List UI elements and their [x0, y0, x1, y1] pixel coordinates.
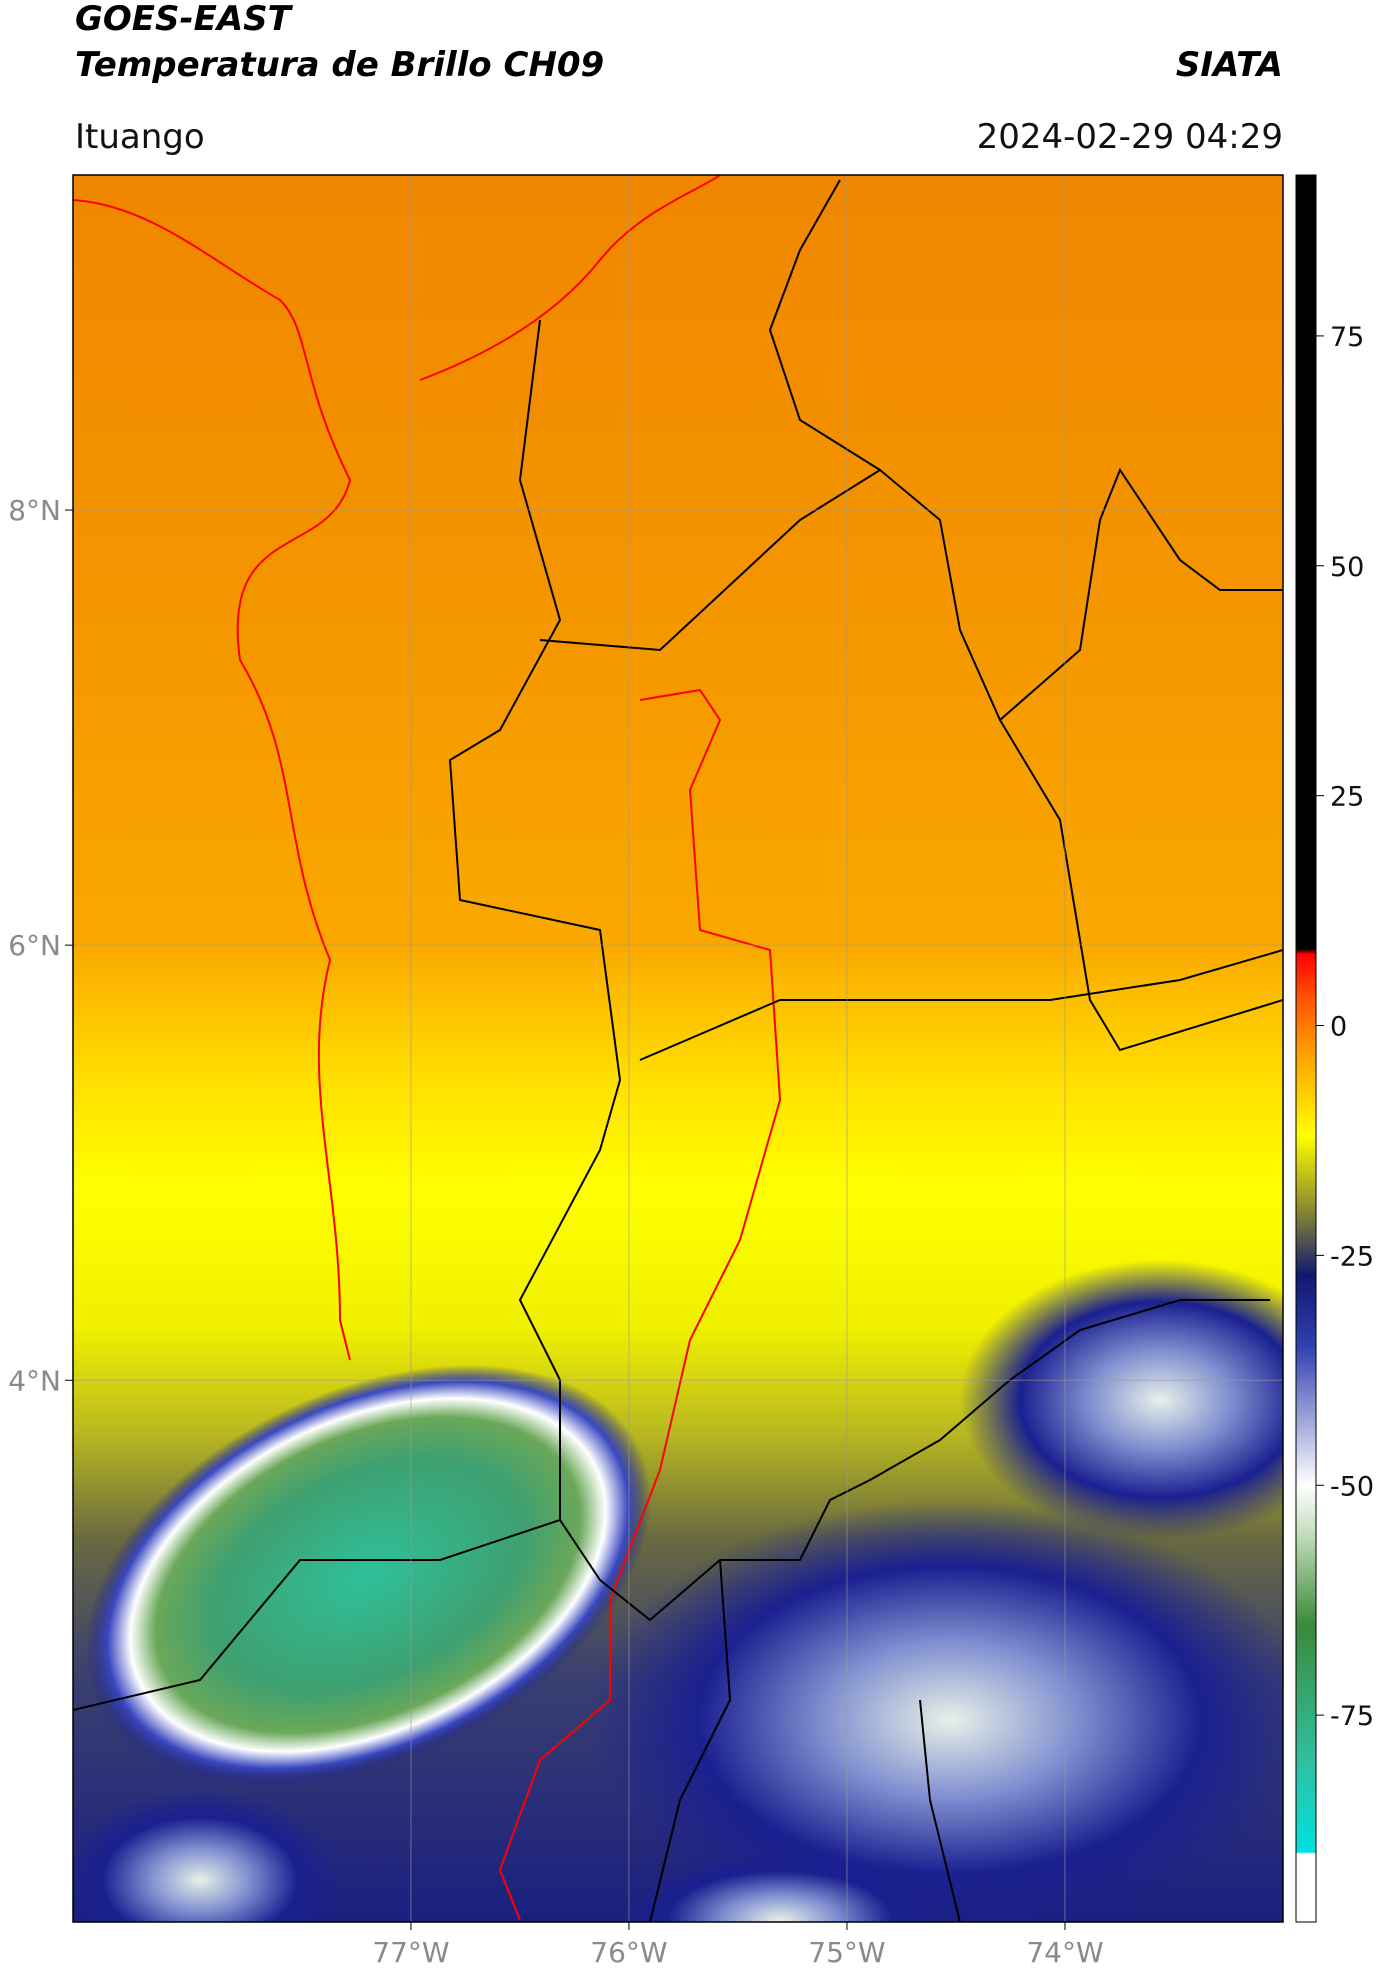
title: GOES-EAST [75, 0, 294, 39]
y-tick-label: 4°N [8, 1364, 61, 1397]
y-tick-label: 6°N [8, 929, 61, 962]
x-tick-label: 76°W [590, 1936, 667, 1969]
map-image [73, 175, 1283, 1922]
admin-border [768, 179, 1283, 1052]
admin-border [639, 949, 1283, 1061]
x-tick-label: 77°W [372, 1936, 449, 1969]
colorbar-tick-label: 75 [1330, 322, 1364, 353]
colorbar-tick-label: -25 [1330, 1241, 1374, 1272]
cloud-field [73, 1790, 340, 1922]
colorbar-tick-label: 0 [1330, 1012, 1347, 1043]
colorbar-tick-label: -75 [1330, 1701, 1374, 1732]
colorbar-tick-label: -50 [1330, 1471, 1374, 1502]
map-frame [72, 174, 1284, 1923]
x-tick-label: 75°W [808, 1936, 885, 1969]
admin-border [448, 319, 622, 1381]
source: SIATA [1176, 45, 1283, 85]
axes: 77°W 76°W 75°W 74°W 8°N 6°N 4°N 75 50 25 0 -25 -50 -7… [8, 322, 1374, 1969]
coastline [419, 175, 721, 381]
colorbar-tick-label: 50 [1330, 552, 1364, 583]
colorbar-tick-label: 25 [1330, 782, 1364, 813]
datetime: 2024-02-29 04:29 [977, 117, 1283, 157]
grid [73, 175, 1283, 1922]
subtitle: Temperatura de Brillo CH09 [75, 45, 604, 85]
y-tick-label: 8°N [8, 494, 61, 527]
coastline [73, 199, 352, 1361]
admin-border [559, 1299, 1270, 1622]
cloud-field [620, 1850, 940, 1922]
basin-outline [498, 688, 782, 1921]
cloud-field [960, 1260, 1283, 1540]
x-tick-label: 74°W [1026, 1936, 1103, 1969]
location: Ituango [75, 117, 205, 157]
admin-border [73, 1519, 961, 1922]
convective-core [85, 1364, 651, 1786]
colorbar [1295, 174, 1317, 1923]
cloud-field [590, 1500, 1283, 1922]
